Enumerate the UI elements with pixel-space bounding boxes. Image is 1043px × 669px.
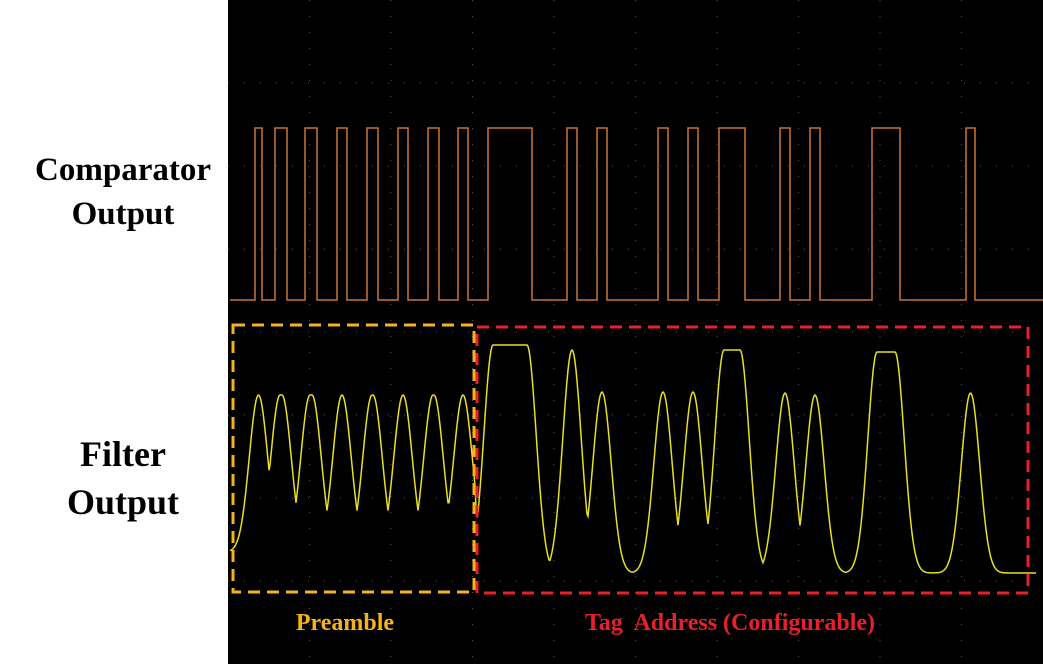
page: Comparator Output Filter Output Preamble… (0, 0, 1043, 664)
scope-screen (228, 0, 1043, 664)
signal-label: Output (72, 196, 175, 232)
signal-label: Filter (80, 434, 166, 474)
figure: Comparator Output Filter Output Preamble… (0, 0, 1043, 664)
signal-label: Output (67, 482, 179, 522)
region-label: Preamble (296, 610, 395, 636)
signal-label: Comparator (35, 152, 211, 188)
region-label: Tag Address (Configurable) (585, 610, 875, 636)
